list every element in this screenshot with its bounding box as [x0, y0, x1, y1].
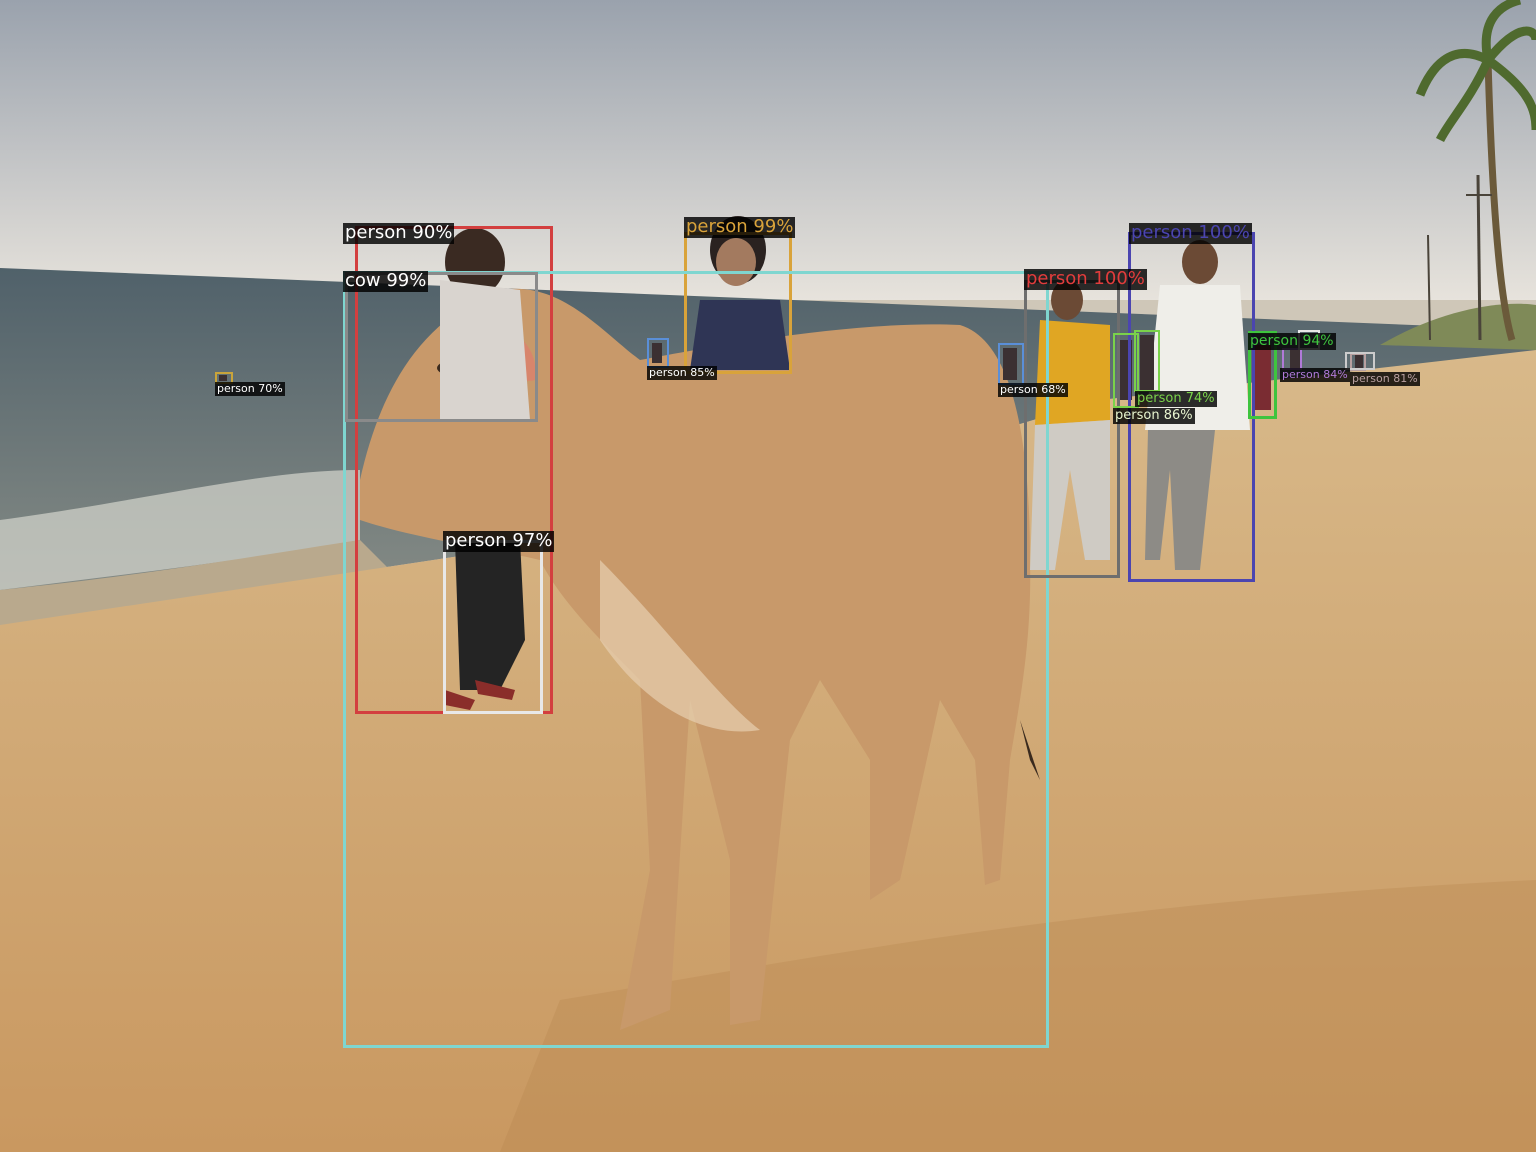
detection-label: person 85%	[647, 366, 717, 380]
person-white-shirt	[1145, 240, 1250, 570]
detection-box	[345, 272, 538, 422]
detection-box	[1248, 331, 1277, 419]
detection-box	[343, 271, 1049, 1048]
detection-label: person 70%	[215, 382, 285, 396]
detection-label: person 100%	[1024, 268, 1147, 290]
detection-box	[1345, 352, 1375, 370]
person-woman-left	[440, 228, 530, 710]
shadow	[500, 880, 1536, 1152]
detection-label: cow 99%	[343, 270, 429, 292]
detection-label: person 94%	[1248, 333, 1336, 350]
detection-label: person 90%	[343, 222, 455, 244]
detection-box	[1128, 232, 1255, 582]
sky	[0, 0, 1536, 300]
detection-box	[998, 343, 1024, 385]
detection-label: person 84%	[1280, 368, 1350, 382]
palm-tree-icon	[1415, 0, 1536, 342]
detection-box	[1282, 348, 1302, 370]
detection-box	[1113, 333, 1139, 408]
detection-box	[1350, 353, 1366, 371]
detection-box	[443, 540, 543, 714]
detection-box	[1024, 280, 1120, 578]
detection-label: person 97%	[443, 530, 555, 552]
detection-label: person 81%	[1350, 372, 1420, 386]
hill	[1380, 303, 1536, 350]
surf-foam	[0, 470, 360, 590]
detection-box	[647, 338, 669, 368]
detection-label: person 100%	[1129, 222, 1252, 244]
detection-label: person 68%	[998, 383, 1068, 397]
detection-label: person 99%	[684, 216, 796, 238]
detection-label: person 86%	[1113, 408, 1195, 424]
person-yellow-shirt	[1030, 280, 1110, 570]
detection-label: person 74%	[1135, 391, 1217, 407]
